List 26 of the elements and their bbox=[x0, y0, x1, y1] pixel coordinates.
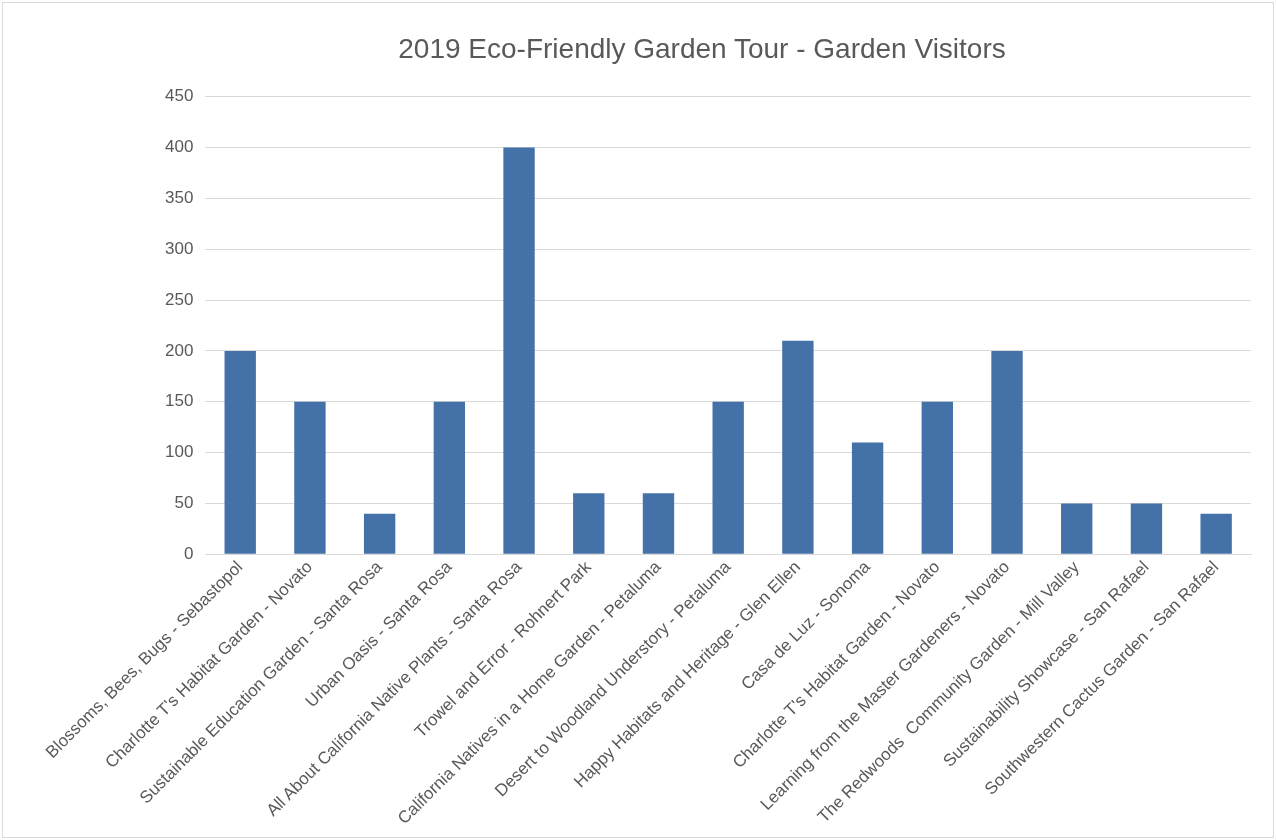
y-tick-label: 350 bbox=[164, 188, 194, 208]
y-tick-label: 100 bbox=[164, 442, 194, 462]
bar bbox=[433, 401, 466, 554]
bar bbox=[642, 493, 675, 554]
y-tick-label: 50 bbox=[174, 493, 194, 513]
bar bbox=[851, 442, 884, 554]
y-tick-label: 450 bbox=[164, 86, 194, 106]
chart-title: 2019 Eco-Friendly Garden Tour - Garden Visitors bbox=[398, 32, 1006, 64]
y-tick-label: 250 bbox=[164, 289, 194, 309]
y-tick-label: 300 bbox=[164, 238, 194, 258]
y-tick-label: 200 bbox=[164, 340, 194, 360]
bar bbox=[503, 147, 535, 554]
bar bbox=[1130, 503, 1163, 554]
y-tick-label: 0 bbox=[183, 544, 194, 564]
bar bbox=[1061, 503, 1093, 554]
bar bbox=[991, 350, 1023, 554]
bar bbox=[573, 493, 605, 554]
bar bbox=[224, 350, 256, 554]
bar bbox=[782, 340, 814, 554]
bar bbox=[712, 401, 744, 554]
bar bbox=[921, 401, 953, 554]
y-tick-label: 150 bbox=[164, 391, 194, 411]
y-tick-label: 400 bbox=[164, 137, 194, 157]
bar bbox=[1200, 513, 1232, 554]
bar bbox=[363, 513, 396, 554]
bar bbox=[294, 401, 326, 554]
